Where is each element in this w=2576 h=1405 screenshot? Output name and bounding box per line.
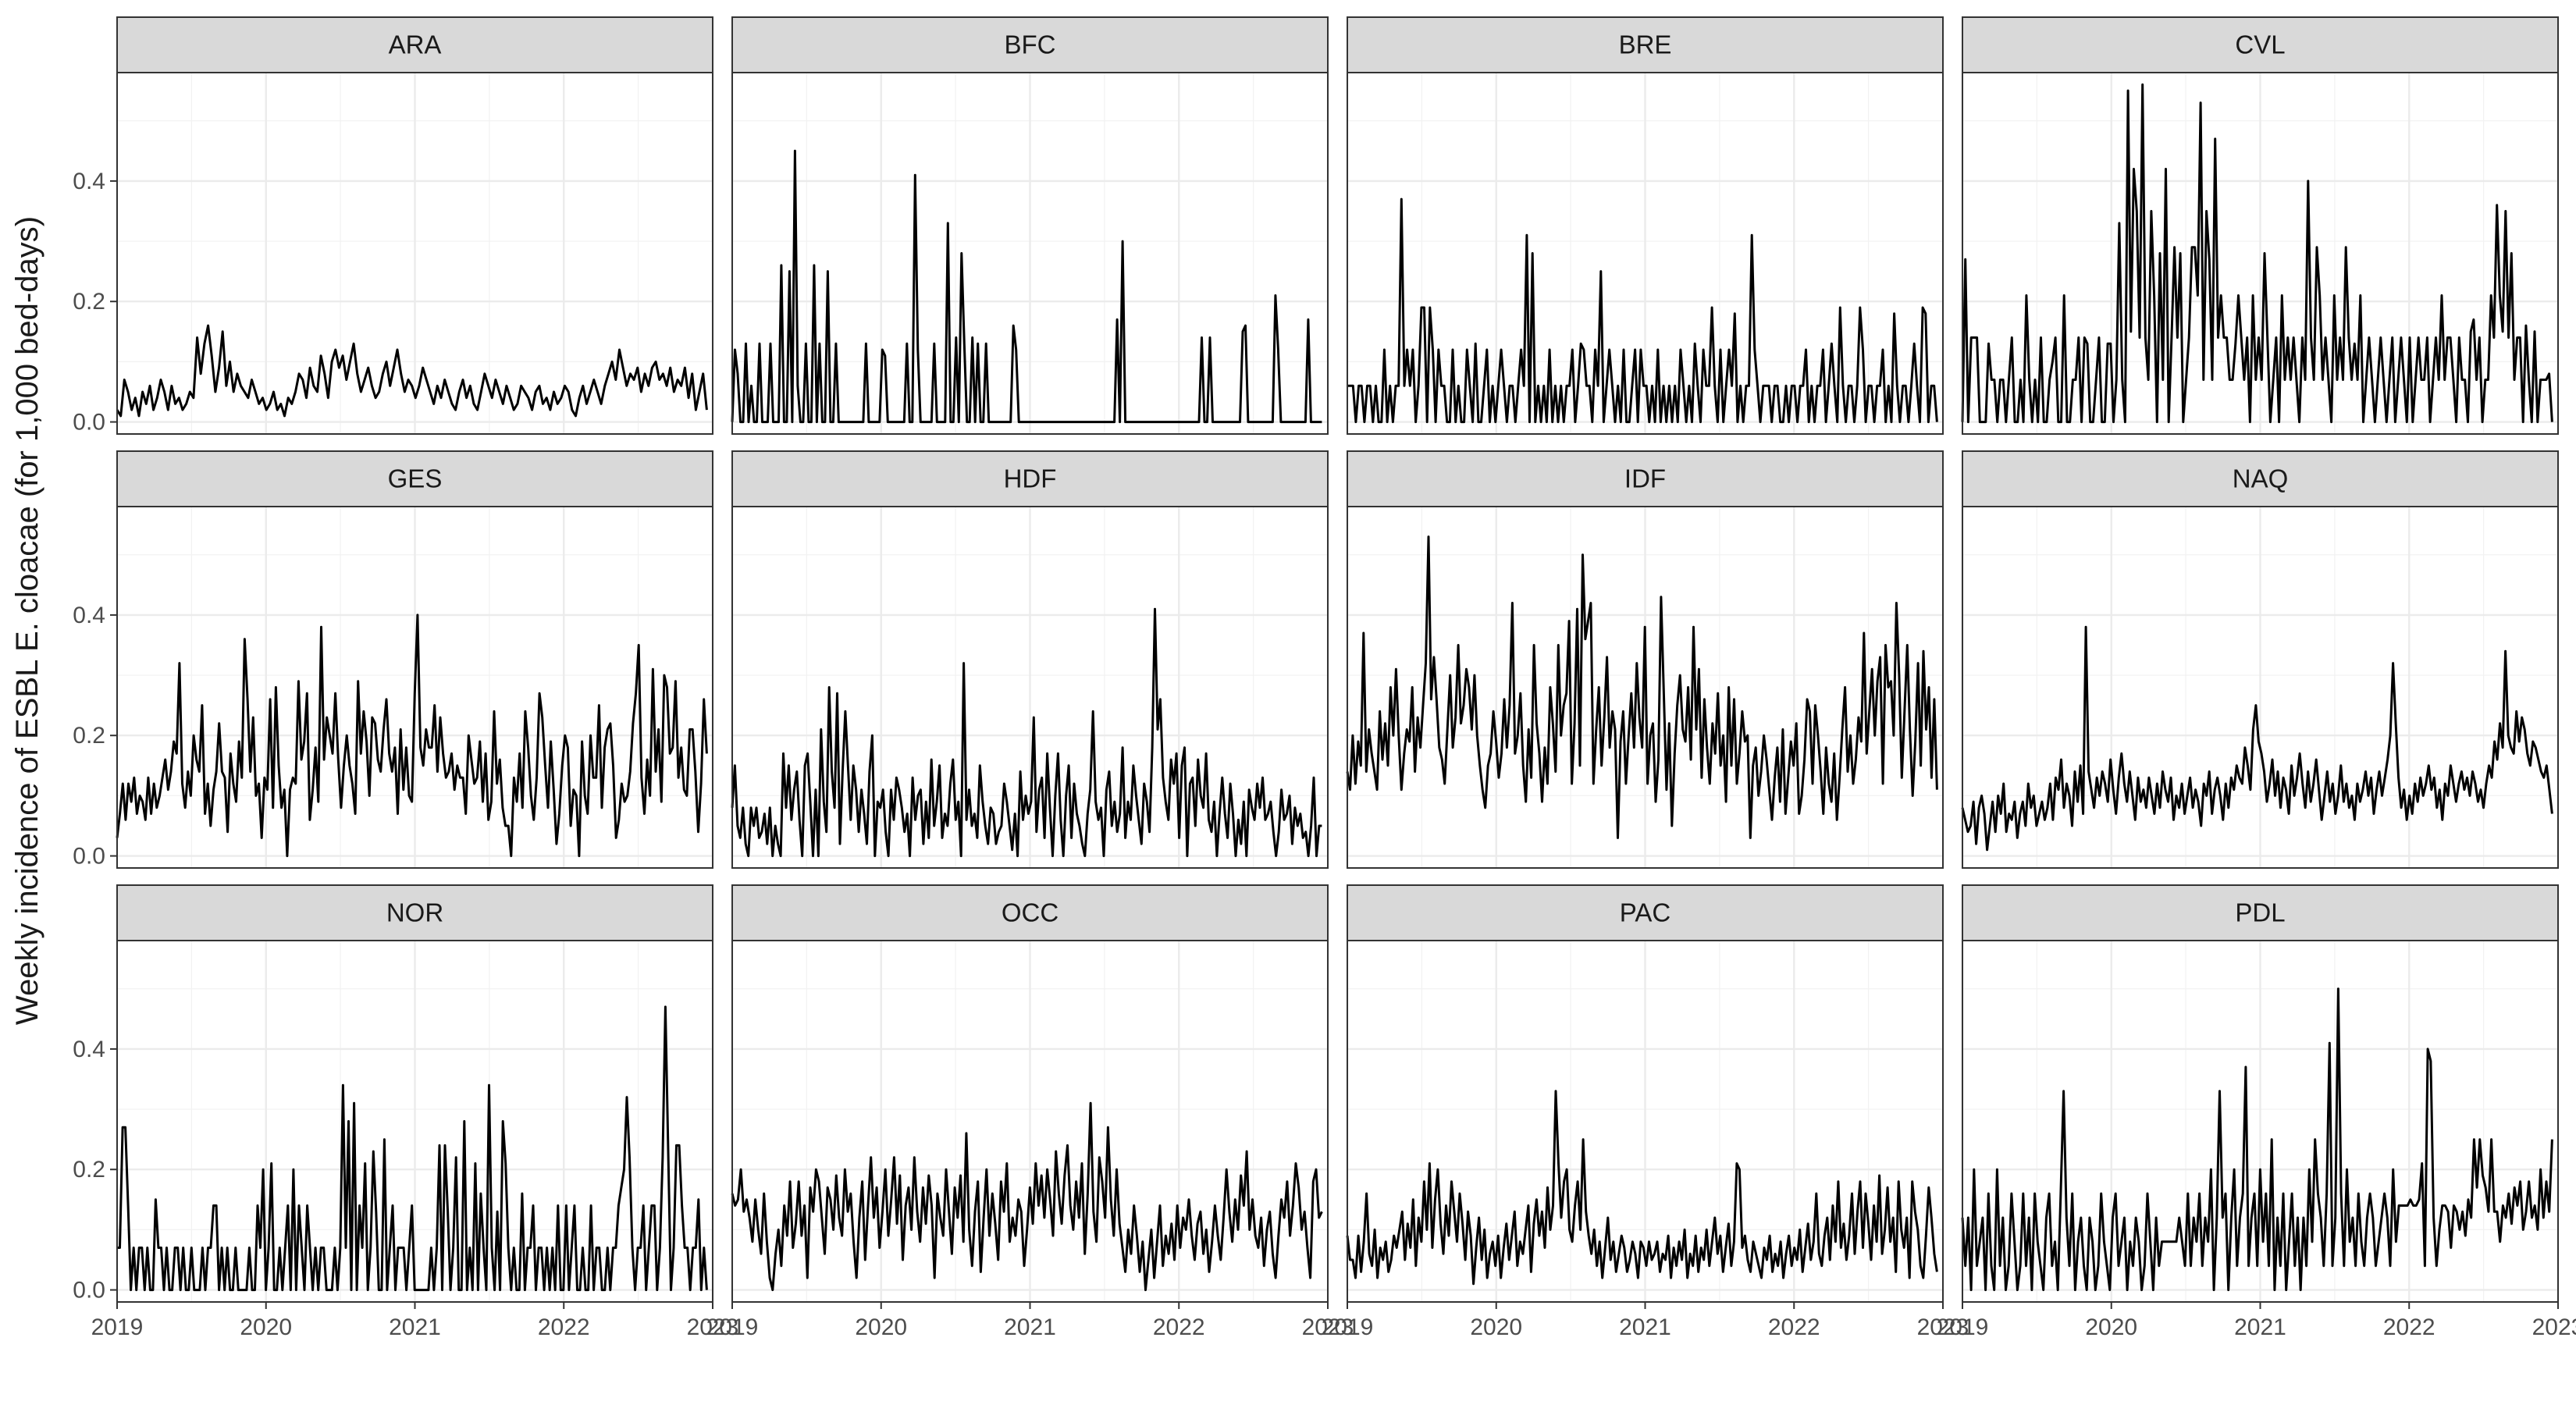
facet-title: GES — [388, 464, 443, 493]
x-tick-label: 2019 — [706, 1314, 759, 1340]
facet-panel-nor: NOR 0.0 0.2 0.4 2019 2020 2021 2022 2023 — [73, 884, 739, 1340]
facet-panel-hdf: HDF — [731, 450, 1329, 869]
panel-border — [731, 506, 1329, 869]
facet-panel-ara: ARA 0.0 0.2 0.4 — [73, 16, 714, 436]
facet-title: NOR — [386, 898, 443, 927]
facet-panel-occ: OCC 2019 2020 2021 2022 2023 — [706, 884, 1354, 1340]
series-line — [731, 149, 1322, 424]
facet-title: PDL — [2235, 898, 2285, 927]
panel-border — [1962, 72, 2559, 435]
series-line — [731, 1101, 1323, 1292]
y-tick-label: 0.2 — [73, 1157, 105, 1183]
facet-strip — [1347, 16, 1944, 73]
series-line — [116, 324, 708, 418]
x-tick-label: 2022 — [538, 1314, 590, 1340]
series-line — [117, 1005, 708, 1292]
facet-strip — [116, 16, 713, 73]
x-tick-label: 2020 — [855, 1314, 907, 1340]
facet-panel-idf: IDF — [1346, 450, 1944, 869]
facet-panel-pac: PAC 2019 2020 2021 2022 2023 — [1322, 884, 1969, 1340]
x-tick-label: 2022 — [1768, 1314, 1820, 1340]
series-line — [1347, 197, 1938, 424]
facet-title: OCC — [1002, 898, 1059, 927]
facet-panel-pdl: PDL 2019 2020 2021 2022 2023 — [1937, 884, 2576, 1340]
facet-strip — [731, 884, 1329, 941]
series-line — [1346, 1090, 1938, 1286]
facet-strip — [1962, 450, 2559, 507]
panel-border — [116, 72, 713, 435]
x-tick-label: 2021 — [1619, 1314, 1671, 1340]
x-tick-label: 2023 — [1917, 1314, 1969, 1340]
facet-title: IDF — [1624, 464, 1666, 493]
y-tick-label: 0.0 — [73, 1278, 105, 1304]
x-tick-label: 2021 — [2234, 1314, 2286, 1340]
x-tick-label: 2021 — [1004, 1314, 1056, 1340]
x-tick-label: 2022 — [2383, 1314, 2435, 1340]
facet-strip — [1962, 884, 2559, 941]
series-line — [1961, 987, 2553, 1292]
facet-title: ARA — [389, 30, 442, 59]
facet-title: CVL — [2235, 30, 2285, 59]
panel-border — [731, 72, 1329, 435]
panel-border — [1347, 72, 1944, 435]
x-tick-label: 2020 — [1470, 1314, 1522, 1340]
y-tick-label: 0.2 — [73, 289, 105, 315]
series-line — [1961, 625, 2553, 852]
facet-panel-ges: GES 0.0 0.2 0.4 — [73, 450, 714, 870]
facet-title: NAQ — [2233, 464, 2289, 493]
facet-strip — [116, 450, 713, 507]
series-line — [1346, 535, 1938, 839]
x-tick-label: 2019 — [1937, 1314, 1989, 1340]
x-tick-label: 2022 — [1153, 1314, 1205, 1340]
y-tick-label: 0.0 — [73, 410, 105, 436]
facet-title: PAC — [1620, 898, 1670, 927]
x-tick-label: 2023 — [1302, 1314, 1354, 1340]
panel-border — [116, 506, 713, 869]
facet-title: BRE — [1619, 30, 1672, 59]
facet-strip — [1347, 884, 1944, 941]
facet-strip — [731, 16, 1329, 73]
facet-panel-naq: NAQ — [1961, 450, 2560, 869]
series-line — [1961, 83, 2553, 424]
x-tick-label: 2019 — [1322, 1314, 1374, 1340]
panel-border — [1347, 506, 1944, 869]
y-axis-label: Weekly incidence of ESBL E. cloacae (for… — [10, 216, 44, 1025]
x-tick-label: 2023 — [2532, 1314, 2576, 1340]
facet-title: BFC — [1005, 30, 1056, 59]
y-tick-label: 0.4 — [73, 603, 105, 628]
facet-panel-bfc: BFC — [731, 16, 1329, 435]
series-line — [116, 614, 708, 858]
y-tick-label: 0.4 — [73, 1037, 105, 1062]
y-tick-label: 0.2 — [73, 723, 105, 749]
y-tick-label: 0.0 — [73, 844, 105, 870]
x-tick-label: 2019 — [91, 1314, 144, 1340]
facet-panel-bre: BRE — [1346, 16, 1944, 435]
facet-strip — [731, 450, 1329, 507]
facet-panel-cvl: CVL — [1961, 16, 2560, 435]
x-tick-label: 2021 — [389, 1314, 441, 1340]
panel-border — [1962, 506, 2559, 869]
facet-grid: ARA 0.0 0.2 0.4 BFC BRE CVL GES 0.0 0.2 0.4 HDF IDF N… — [73, 16, 2576, 1340]
series-line — [731, 607, 1322, 858]
facet-strip — [116, 884, 713, 941]
facet-title: HDF — [1004, 464, 1057, 493]
y-tick-label: 0.4 — [73, 169, 105, 194]
x-tick-label: 2023 — [687, 1314, 739, 1340]
x-tick-label: 2020 — [2085, 1314, 2137, 1340]
x-tick-label: 2020 — [240, 1314, 292, 1340]
facet-strip — [1962, 16, 2559, 73]
